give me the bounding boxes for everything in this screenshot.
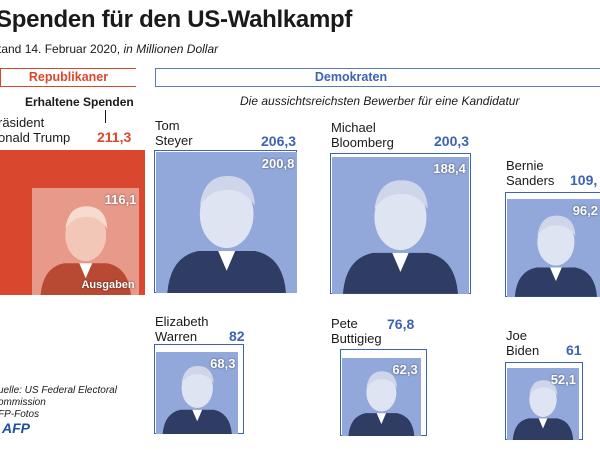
- subtitle-unit: in Millionen Dollar: [123, 42, 218, 56]
- spent-square-steyer: [156, 152, 297, 293]
- received-value-biden: 61: [566, 342, 582, 358]
- spent-value-biden: 52,1: [551, 372, 576, 387]
- democrat-subtitle: Die aussichtsreichsten Bewerber für eine…: [240, 94, 519, 108]
- spent-value-bloomberg: 188,4: [433, 161, 466, 176]
- republican-label: Republikaner: [1, 69, 136, 86]
- candidate-name-trump: räsident onald Trump: [0, 115, 70, 145]
- spent-value-steyer: 200,8: [262, 156, 295, 171]
- received-value-steyer: 206,3: [261, 133, 296, 149]
- received-value-sanders: 109,: [570, 172, 597, 188]
- spent-square-bloomberg: [332, 157, 469, 294]
- democrat-label: Demokraten: [156, 69, 600, 86]
- received-value-bloomberg: 200,3: [434, 133, 469, 149]
- subtitle-date: tand 14. Februar 2020,: [0, 42, 120, 56]
- candidate-name-bloomberg: Michael Bloomberg: [331, 120, 394, 150]
- source-note: uelle: US Federal Electoral ommission FP…: [0, 385, 117, 421]
- received-donations-label: Erhaltene Spenden: [25, 95, 134, 109]
- candidate-name-biden: Joe Biden: [506, 328, 539, 358]
- subtitle: tand 14. Februar 2020, in Millionen Doll…: [0, 42, 218, 56]
- portrait-icon-bloomberg: [332, 157, 469, 294]
- spent-value-warren: 68,3: [210, 356, 235, 371]
- democrat-header: Demokraten: [155, 68, 600, 87]
- candidate-name-steyer: Tom Steyer: [155, 118, 193, 148]
- spent-value-trump: 116,1: [105, 192, 137, 207]
- candidate-name-sanders: Bernie Sanders: [506, 158, 554, 188]
- spent-value-sanders: 96,2: [573, 203, 598, 218]
- afp-logo: AFP: [2, 420, 30, 436]
- candidate-name-warren: Elizabeth Warren: [155, 314, 208, 344]
- portrait-icon-steyer: [156, 152, 297, 293]
- received-value-buttigieg: 76,8: [387, 316, 414, 332]
- received-value-warren: 82: [229, 328, 245, 344]
- received-tick: [105, 110, 106, 123]
- republican-header: Republikaner: [0, 68, 136, 87]
- received-value-trump: 211,3: [97, 129, 131, 145]
- spent-value-buttigieg: 62,3: [392, 362, 417, 377]
- candidate-name-buttigieg: Pete Buttigieg: [331, 316, 382, 346]
- page-title: Spenden für den US-Wahlkampf: [0, 6, 352, 34]
- expenses-label: Ausgaben: [81, 279, 134, 291]
